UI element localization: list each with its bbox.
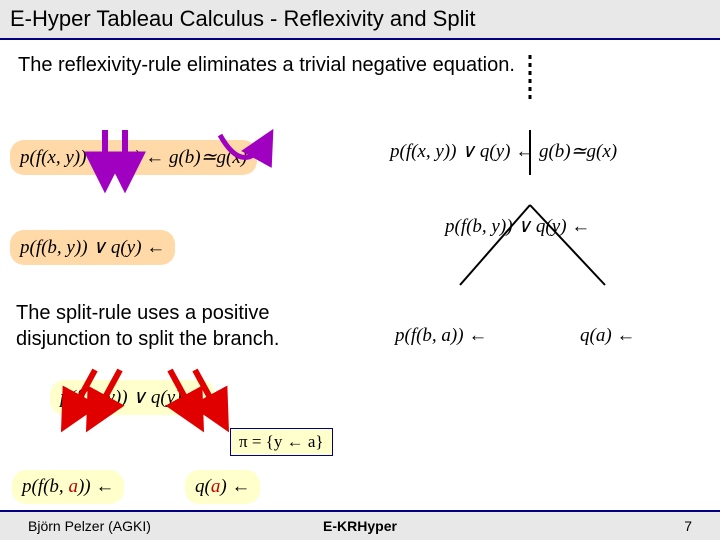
formula-derived-left: p(f(b, y)) ∨ q(y) ← <box>10 230 175 265</box>
split-description: The split-rule uses a positive disjuncti… <box>16 300 366 352</box>
footer-bar: Björn Pelzer (AGKI) E-KRHyper 7 <box>0 510 720 540</box>
page-title: E-Hyper Tableau Calculus - Reflexivity a… <box>10 6 475 32</box>
leaf-left-right: p(f(b, a)) ← <box>395 325 487 347</box>
content-area: The reflexivity-rule eliminates a trivia… <box>0 40 720 510</box>
title-bar: E-Hyper Tableau Calculus - Reflexivity a… <box>0 0 720 40</box>
formula-split-left: p(f(b, a)) ← <box>12 470 124 504</box>
formula-split-right: q(a) ← <box>185 470 260 504</box>
split-left-red: a <box>68 476 78 497</box>
pi-substitution: π = {y ← a} <box>230 428 333 456</box>
footer-title: E-KRHyper <box>249 518 470 534</box>
leaf-right-right: q(a) ← <box>580 325 635 347</box>
split-left-pre: p(f(b, <box>22 476 68 497</box>
intro-text: The reflexivity-rule eliminates a trivia… <box>18 52 702 78</box>
split-right-pre: q( <box>195 476 211 497</box>
formula-main-left: p(f(x, y)) ∨ q(y) ← g(b)≃g(x) <box>10 140 257 175</box>
footer-author: Björn Pelzer (AGKI) <box>0 518 249 534</box>
split-left-post: )) ← <box>78 476 114 497</box>
formula-main-right: p(f(x, y)) ∨ q(y) ← g(b)≃g(x) <box>390 140 617 163</box>
split-right-post: ) ← <box>220 476 250 497</box>
split-right-red: a <box>211 476 221 497</box>
footer-page-number: 7 <box>471 518 720 534</box>
formula-split-source: p(f(b, y)) ∨ q(y) ← <box>50 380 215 415</box>
formula-derived-right: p(f(b, y)) ∨ q(y) ← <box>445 215 590 238</box>
